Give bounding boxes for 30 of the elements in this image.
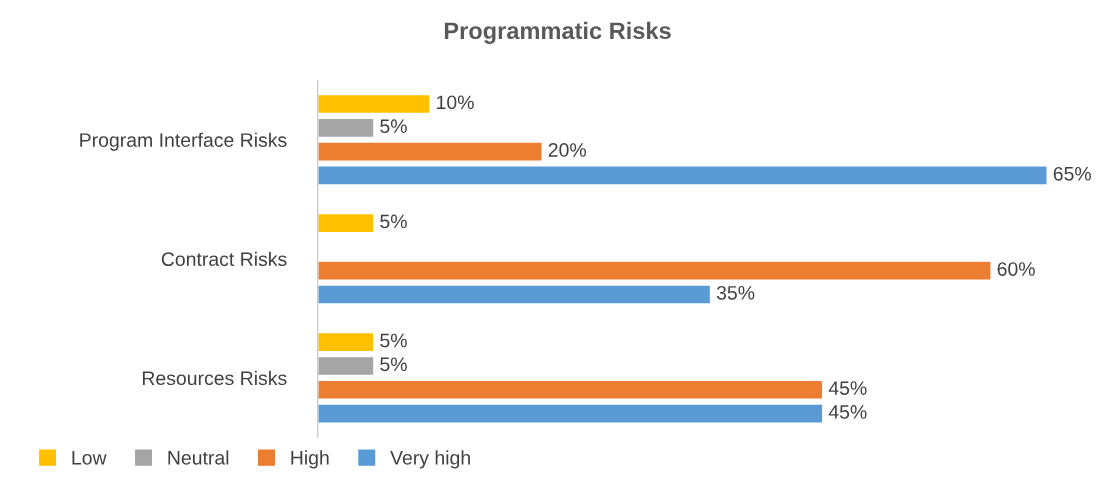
data-label: 45% (828, 381, 867, 395)
data-label: 20% (548, 143, 586, 157)
legend-label: Low (72, 451, 107, 465)
bar (317, 212, 375, 234)
bar (317, 93, 431, 115)
data-label: 5% (380, 357, 407, 372)
bar (317, 141, 543, 162)
data-label: 5% (380, 214, 407, 229)
bar (317, 355, 375, 377)
data-label: 10% (437, 95, 474, 110)
y-tick-label: Program Interface Risks (80, 132, 287, 151)
data-label: 65% (1053, 166, 1091, 181)
data-label: 5% (380, 119, 407, 134)
bar (317, 284, 712, 305)
data-label: 5% (380, 333, 407, 348)
bar (317, 331, 375, 353)
y-tick-label: Resources Risks (142, 370, 287, 386)
legend-label: Neutral (168, 450, 229, 465)
legend-label: High (291, 450, 329, 469)
data-label: 35% (716, 285, 755, 300)
bar (317, 165, 1048, 186)
y-tick-label: Contract Risks (161, 251, 287, 267)
bar (317, 117, 375, 139)
data-label: 45% (828, 405, 867, 419)
chart-title: Programmatic Risks (444, 21, 671, 44)
bar (317, 379, 824, 400)
legend-label: Very high (390, 450, 470, 469)
bar (317, 260, 992, 281)
data-label: 60% (997, 262, 1035, 276)
bar (317, 403, 824, 424)
